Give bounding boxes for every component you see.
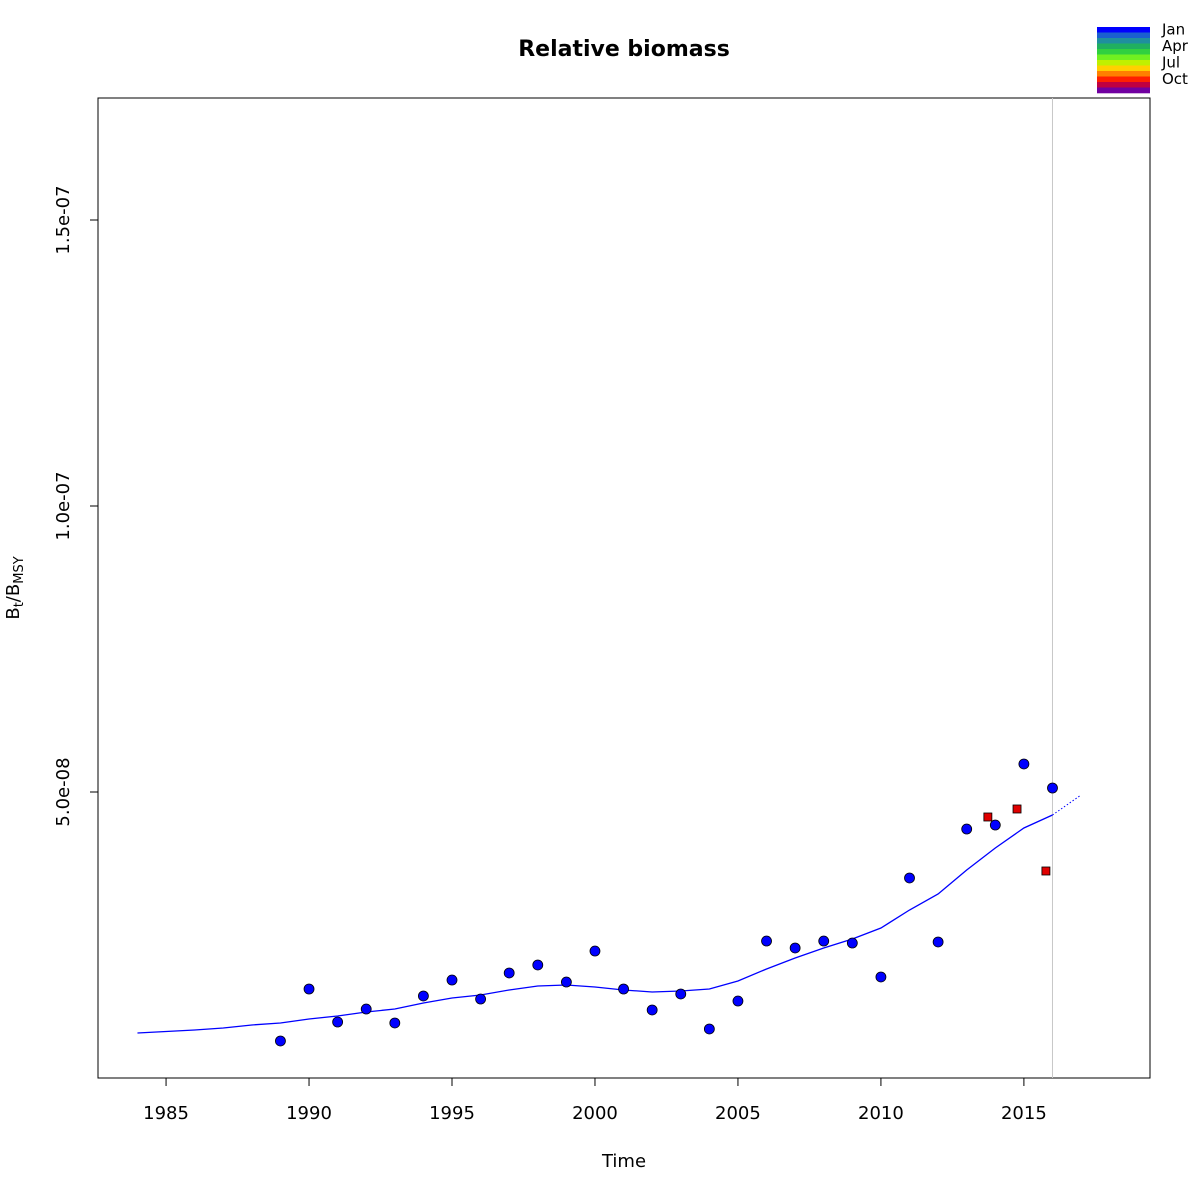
observation-point — [846, 937, 858, 949]
observation-point — [989, 819, 1001, 831]
observation-point — [303, 983, 315, 995]
observation-point — [961, 823, 973, 835]
observation-point — [532, 959, 544, 971]
observation-point — [560, 976, 572, 988]
x-tick-label: 1985 — [143, 1103, 189, 1124]
x-tick-label: 2005 — [715, 1103, 761, 1124]
observation-point — [646, 1004, 658, 1016]
y-tick-label: 1.5e-07 — [53, 185, 74, 254]
y-axis-title: Bt/BMSY — [3, 556, 27, 619]
observation-point — [789, 942, 801, 954]
x-axis-title: Time — [601, 1151, 646, 1172]
observation-point — [732, 995, 744, 1007]
observation-square — [1041, 866, 1051, 876]
observation-point — [761, 935, 772, 947]
observation-point — [703, 1023, 715, 1035]
observation-point — [675, 988, 687, 1000]
x-tick-label: 1995 — [429, 1103, 475, 1124]
season-label: Apr — [1162, 37, 1189, 55]
x-tick-label: 2000 — [572, 1103, 618, 1124]
observation-point — [475, 993, 486, 1005]
season-swatch — [1097, 60, 1150, 66]
fitted-line — [137, 814, 1053, 1034]
observation-square — [983, 812, 993, 822]
season-swatch — [1097, 27, 1150, 33]
observation-point — [875, 971, 887, 983]
x-tick-label: 1990 — [286, 1103, 332, 1124]
projection-line — [1052, 794, 1082, 816]
observation-point — [618, 983, 629, 995]
observation-point — [446, 974, 458, 986]
chart-title: Relative biomass — [518, 37, 730, 62]
y-axis-title-part: B — [3, 607, 24, 619]
season-swatch — [1097, 32, 1150, 39]
season-swatch — [1097, 49, 1150, 55]
season-label: Jul — [1161, 54, 1180, 72]
y-tick-label: 5.0e-08 — [53, 757, 74, 826]
y-axis-title-sub: t — [12, 602, 27, 607]
y-axis-title-part: /B — [3, 584, 24, 602]
observation-square — [1012, 804, 1022, 814]
season-swatch — [1097, 76, 1150, 83]
season-swatch — [1097, 38, 1150, 44]
y-tick-label: 1.0e-07 — [53, 471, 74, 540]
observation-point — [332, 1016, 344, 1028]
x-tick-label: 2010 — [858, 1103, 904, 1124]
observation-point — [1018, 758, 1030, 770]
observation-point — [1047, 782, 1058, 794]
season-swatch — [1097, 54, 1150, 61]
season-swatch — [1097, 82, 1150, 88]
season-swatch — [1097, 43, 1150, 50]
season-swatch — [1097, 87, 1150, 94]
x-tick-label: 2015 — [1001, 1103, 1047, 1124]
observation-point — [275, 1035, 286, 1047]
season-swatch — [1097, 71, 1150, 77]
observation-point — [503, 967, 515, 979]
plot-frame — [97, 97, 1151, 1079]
observation-point — [932, 936, 944, 948]
season-label: Jan — [1161, 21, 1185, 39]
observation-point — [389, 1017, 401, 1029]
observation-point — [818, 935, 830, 947]
observation-point — [589, 945, 601, 957]
observation-point — [360, 1003, 372, 1015]
y-axis-title-sub: MSY — [12, 556, 27, 583]
observation-point — [904, 872, 915, 884]
season-label: Oct — [1162, 70, 1188, 88]
observation-point — [418, 990, 429, 1002]
season-swatch — [1097, 65, 1150, 72]
